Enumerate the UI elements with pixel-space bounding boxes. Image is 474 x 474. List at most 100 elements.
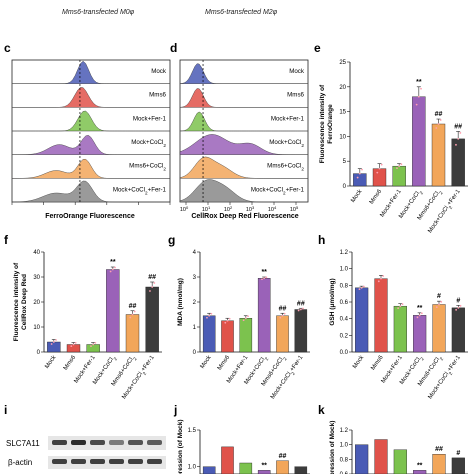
bar-4: [413, 470, 427, 474]
x-tick-label: Mock: [352, 354, 366, 370]
data-point: [377, 280, 380, 283]
data-point: [55, 339, 57, 341]
hist-d-tick-label: 105: [290, 205, 299, 214]
significance-mark: #: [456, 450, 460, 457]
y-tick-label: 1.5: [188, 428, 197, 434]
y-tick-label: 1.0: [340, 443, 349, 449]
data-point: [420, 87, 422, 90]
bar-6: [451, 307, 465, 353]
data-point: [244, 317, 247, 320]
significance-mark: ##: [279, 305, 287, 312]
y-axis-label: Fluorescence intensity of: [319, 84, 326, 163]
bar-1: [202, 466, 216, 474]
significance-mark: **: [417, 305, 423, 312]
x-tick-label: Mock: [200, 354, 214, 370]
bar-3: [393, 305, 407, 353]
bar-1: [202, 315, 216, 353]
significance-mark: ##: [148, 274, 156, 281]
y-tick-label: 1.0: [188, 465, 197, 471]
hist-d-tick-label: 101: [202, 205, 211, 214]
x-tick-label: Mms6: [369, 188, 384, 205]
data-point: [438, 303, 440, 306]
histogram-panel-d: Mock Mms6 Mock+Fer-1 Mock+CoCl2 Mms6+CoCl2 Mo…: [179, 59, 309, 214]
bar-4: [257, 470, 271, 474]
y-axis-label: FerroOrange: [327, 104, 334, 144]
y-tick-label: 5: [343, 159, 347, 165]
data-point: [380, 277, 382, 280]
data-point: [90, 345, 92, 347]
y-tick-label: 20: [33, 300, 40, 306]
bar-3: [393, 449, 407, 474]
data-point: [415, 103, 418, 106]
western-blot: SLC7A11 β-actin: [6, 436, 166, 469]
data-point: [283, 312, 286, 315]
data-point: [151, 286, 154, 288]
hist-curve-3: [12, 110, 170, 132]
bar-2: [374, 439, 388, 474]
data-point: [131, 313, 134, 316]
data-point: [153, 282, 156, 284]
data-point: [149, 290, 151, 292]
data-point: [52, 341, 55, 343]
histogram-panel-c: Mock Mms6 Mock+Fer-1 Mock+CoCl2 Mms6+CoCl2 Mo…: [11, 59, 171, 205]
data-point: [92, 343, 95, 346]
y-tick-label: 0.2: [340, 333, 349, 339]
y-tick-label: 25: [339, 60, 346, 66]
significance-mark: **: [110, 259, 116, 266]
y-tick-label: 10: [33, 325, 40, 331]
data-point: [302, 307, 304, 310]
blot-band-actin: [109, 459, 124, 464]
data-point: [74, 342, 77, 344]
blot-label-slc7a11: SLC7A11: [6, 439, 40, 448]
data-point: [417, 95, 420, 98]
data-point: [297, 309, 300, 312]
data-point: [439, 119, 442, 121]
y-tick-label: 0.4: [340, 317, 349, 323]
data-point: [440, 300, 443, 303]
data-point: [401, 303, 404, 306]
panel-letter-d: d: [170, 41, 177, 55]
bar-chart-j: 1.0 1.5 expression (of Mock) ** ##: [177, 419, 310, 474]
data-point: [224, 321, 227, 324]
panel-letter-f: f: [4, 233, 9, 247]
panel-letter-j: j: [173, 403, 177, 417]
y-tick-label: 1: [193, 325, 197, 331]
y-tick-label: 30: [33, 275, 40, 281]
y-tick-label: 1.2: [340, 250, 349, 256]
data-point: [360, 286, 363, 289]
hist-curve-3: [179, 111, 308, 132]
y-tick-label: 0.6: [340, 300, 349, 306]
hist-curve-2: [12, 87, 170, 108]
bar-chart-e: 0 5 10 15 20 25 Fluorescence intensity of Ferro…: [319, 60, 468, 234]
significance-mark: **: [416, 79, 422, 86]
data-point: [109, 270, 112, 273]
data-point: [72, 343, 75, 346]
significance-mark: ##: [279, 453, 287, 460]
significance-mark: **: [417, 462, 423, 469]
y-axis-label: Fluorescence intensity of: [13, 262, 20, 341]
bar-5: [276, 460, 289, 474]
panel-letter-e: e: [314, 41, 321, 55]
data-point: [228, 317, 231, 320]
data-point: [361, 168, 363, 171]
significance-mark: ##: [297, 300, 305, 307]
panel-letter-i: i: [4, 403, 7, 417]
hist-d-legend-1: Mock: [289, 68, 305, 75]
data-point: [208, 314, 211, 317]
data-point: [299, 308, 302, 311]
data-point: [455, 143, 457, 146]
y-tick-label: 3: [193, 275, 197, 281]
bar-6: [294, 466, 308, 474]
data-point: [416, 316, 419, 319]
caption-m0: Mms6-transfected M0φ: [62, 9, 135, 16]
data-point: [459, 304, 462, 307]
data-point: [265, 276, 268, 279]
bar-2: [221, 446, 234, 474]
y-axis-label: expression (of Mock): [177, 419, 184, 474]
y-tick-label: 20: [339, 85, 346, 91]
hist-legend-5: Mms6+CoCl2: [129, 163, 166, 172]
hist-d-tick-label: 100: [180, 205, 189, 214]
bar-2: [221, 320, 234, 353]
